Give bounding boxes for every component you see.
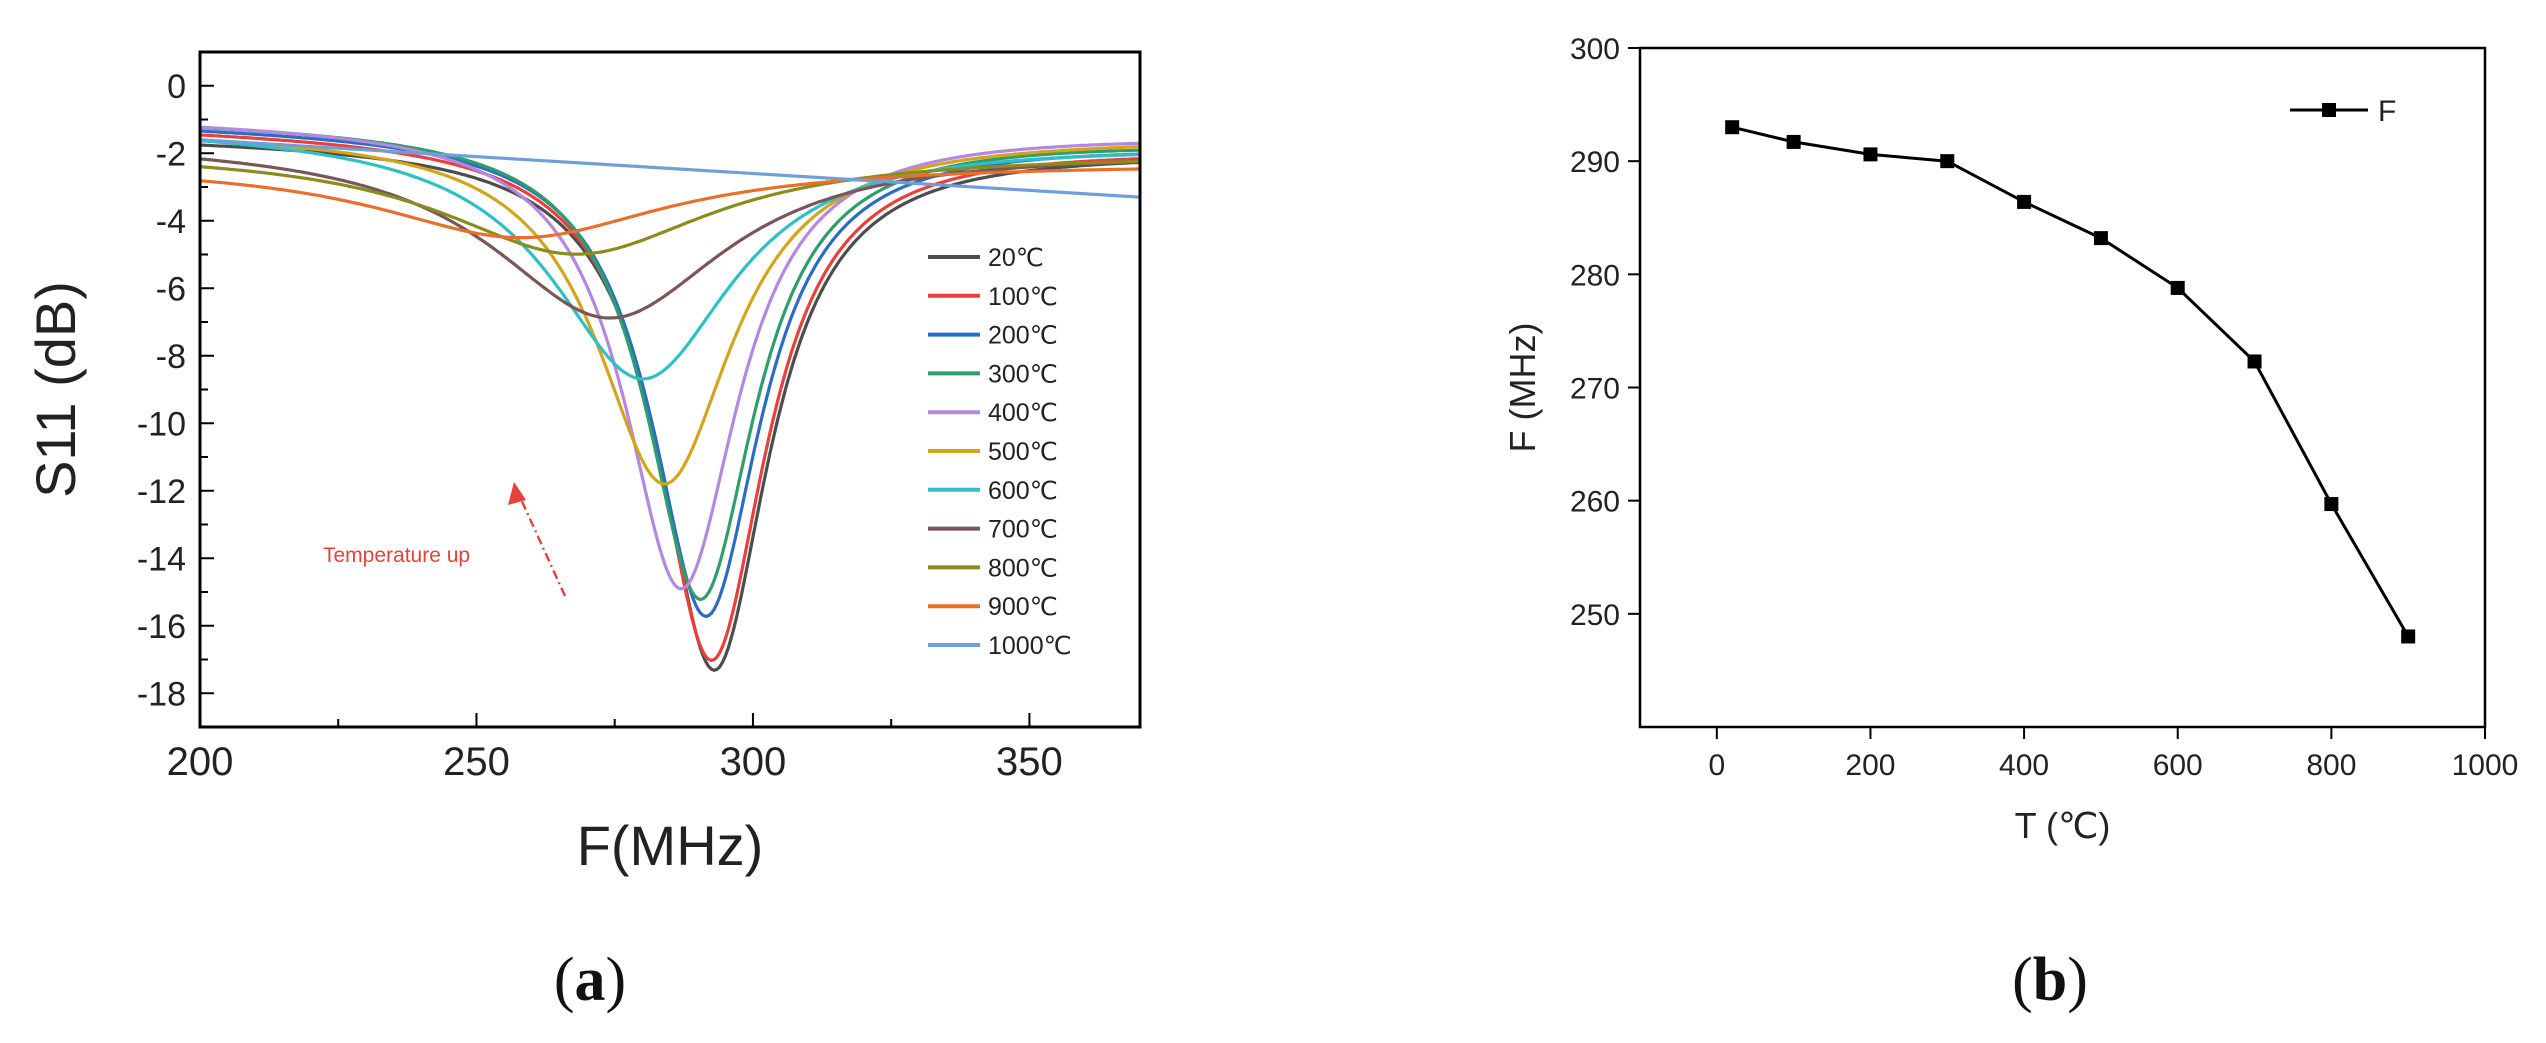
x-tick-label-a-1: 250 <box>443 740 510 784</box>
y-tick-label-a-4: -8 <box>156 338 186 376</box>
panel-label-a-close: ) <box>606 946 627 1014</box>
chart-a-frame <box>198 50 1142 729</box>
y-tick-label-a-2: -4 <box>156 203 186 241</box>
annotation-arrow-line <box>518 496 567 597</box>
y-axis-label-a: S11 (dB) <box>24 281 87 498</box>
data-point-3 <box>1940 154 1955 169</box>
legend-label-6: 600℃ <box>988 477 1058 505</box>
x-tick-label-a-2: 300 <box>720 740 787 784</box>
y-tick-label-b-4: 290 <box>1570 146 1620 179</box>
y-tick-label-b-3: 280 <box>1570 259 1620 292</box>
legend-b-label: F <box>2378 95 2396 128</box>
series-line-9 <box>200 167 1140 240</box>
series-line-10 <box>200 138 1140 199</box>
panel-label-b-open: ( <box>2012 946 2033 1014</box>
x-tick-label-b-5: 1000 <box>2452 749 2519 782</box>
series-line-6 <box>200 139 1140 381</box>
legend-label-5: 500℃ <box>988 438 1058 466</box>
chart-a-curves <box>200 125 1140 672</box>
series-line-7 <box>200 157 1140 320</box>
data-point-6 <box>2170 280 2185 295</box>
panel-label-b-letter: b <box>2033 946 2067 1014</box>
legend-label-10: 1000℃ <box>988 632 1072 660</box>
legend-label-0: 20℃ <box>988 244 1044 272</box>
y-tick-label-a-3: -6 <box>156 270 186 308</box>
panel-label-b-close: ) <box>2067 946 2088 1014</box>
legend-label-3: 300℃ <box>988 360 1058 388</box>
x-tick-label-b-0: 0 <box>1708 749 1725 782</box>
y-tick-label-a-8: -16 <box>137 608 186 646</box>
y-tick-label-b-1: 260 <box>1570 486 1620 519</box>
y-tick-label-b-0: 250 <box>1570 599 1620 632</box>
x-tick-label-b-4: 800 <box>2306 749 2356 782</box>
chart-b-frame <box>1638 46 2487 729</box>
data-point-9 <box>2401 629 2416 644</box>
annotation-arrow-head <box>508 482 526 505</box>
y-tick-label-a-1: -2 <box>156 135 186 173</box>
data-point-1 <box>1786 134 1801 149</box>
y-tick-label-a-5: -10 <box>137 405 186 443</box>
legend-label-7: 700℃ <box>988 516 1058 544</box>
data-point-8 <box>2324 497 2339 512</box>
panel-label-a: (a) <box>554 946 626 1014</box>
legend-label-2: 200℃ <box>988 322 1058 350</box>
x-axis-label-b: T (℃) <box>2015 805 2111 846</box>
y-tick-label-a-7: -14 <box>137 540 186 578</box>
chart-a: 200 250 300 350 0 -2 -4 -6 -8 -10 -12 -14 -16 -18 20℃ 1… <box>24 50 1142 1014</box>
chart-b: 0 200 400 600 800 1000 250 260 270 280 290 300 F T (℃… <box>1502 33 2518 1014</box>
data-point-5 <box>2093 231 2108 246</box>
data-point-2 <box>1863 147 1878 162</box>
x-axis-label-a: F(MHz) <box>577 814 764 877</box>
y-tick-label-a-9: -18 <box>137 675 186 713</box>
x-tick-label-b-3: 600 <box>2153 749 2203 782</box>
data-point-4 <box>2017 194 2032 209</box>
legend-b-marker <box>2322 103 2336 117</box>
x-tick-label-b-2: 400 <box>1999 749 2049 782</box>
legend-label-1: 100℃ <box>988 283 1058 311</box>
legend-label-4: 400℃ <box>988 399 1058 427</box>
legend-label-8: 800℃ <box>988 554 1058 582</box>
series-line-5 <box>200 138 1140 486</box>
panel-label-a-open: ( <box>554 946 575 1014</box>
y-tick-label-b-5: 300 <box>1570 33 1620 66</box>
data-point-7 <box>2247 354 2262 369</box>
y-axis-label-b: F (MHz) <box>1502 323 1543 453</box>
x-tick-label-a-3: 350 <box>996 740 1063 784</box>
data-point-0 <box>1725 120 1740 135</box>
chart-a-legend: 20℃ 100℃ 200℃ 300℃ 400℃ 500℃ 600℃ 700℃ 800℃ 900℃ 1… <box>928 244 1072 660</box>
panel-label-a-letter: a <box>575 946 606 1014</box>
x-tick-label-a-0: 200 <box>167 740 234 784</box>
annotation-text: Temperature up <box>323 544 470 567</box>
x-tick-label-b-1: 200 <box>1845 749 1895 782</box>
panel-label-b: (b) <box>2012 946 2088 1014</box>
series-line-8 <box>200 159 1140 256</box>
y-tick-label-a-6: -12 <box>137 473 186 511</box>
legend-label-9: 900℃ <box>988 593 1058 621</box>
y-tick-label-a-0: 0 <box>167 68 186 106</box>
series-line-F <box>1731 125 2410 638</box>
series-line-4 <box>200 125 1140 591</box>
y-tick-label-b-2: 270 <box>1570 373 1620 406</box>
